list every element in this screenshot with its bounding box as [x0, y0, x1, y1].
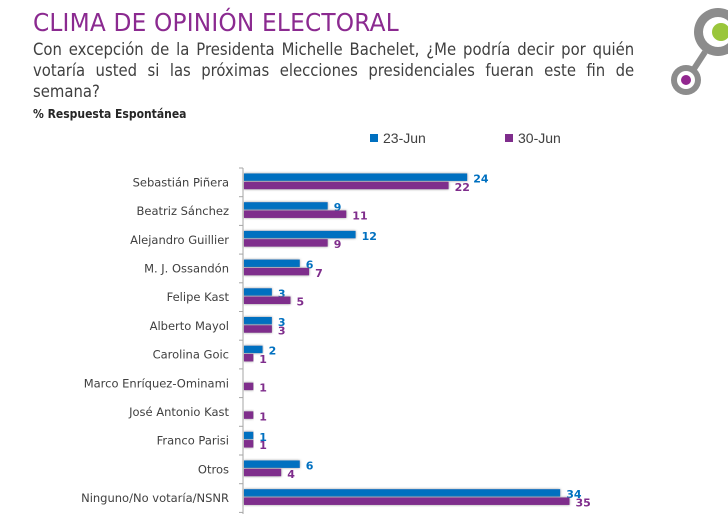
page-title: CLIMA DE OPINIÓN ELECTORAL: [33, 8, 399, 37]
data-label-30-jun: 1: [259, 353, 267, 366]
category-label: M. J. Ossandón: [144, 261, 229, 275]
bar-23-jun: [244, 316, 272, 325]
data-label-23-jun: 2: [269, 345, 277, 358]
category-label: Beatriz Sánchez: [137, 204, 230, 218]
bar-23-jun: [244, 202, 328, 210]
data-label-23-jun: 34: [566, 488, 582, 501]
data-label-23-jun: 6: [306, 259, 314, 272]
data-label-23-jun: 1: [259, 431, 267, 444]
category-label: Ninguno/No votaría/NSNR: [81, 491, 229, 505]
category-label: José Antonio Kast: [128, 405, 229, 419]
category-label: Felipe Kast: [167, 290, 230, 304]
chart-subtitle: % Respuesta Espontánea: [33, 107, 187, 121]
bar-23-jun: [244, 489, 561, 497]
data-label-23-jun: 24: [473, 172, 489, 185]
y-axis: [239, 167, 244, 514]
legend-swatch-30-jun: [505, 134, 513, 142]
data-label-23-jun: 9: [334, 201, 342, 214]
legend-item-30-jun: 30-Jun: [505, 130, 561, 146]
bar-30-jun: [244, 468, 282, 477]
data-label-30-jun: 4: [287, 468, 295, 481]
bar-23-jun: [244, 259, 300, 268]
bar-30-jun: [244, 296, 291, 305]
data-label-30-jun: 3: [278, 324, 286, 337]
category-label: Alberto Mayol: [150, 319, 229, 333]
bar-30-jun: [244, 353, 254, 362]
legend-label-30-jun: 30-Jun: [518, 130, 561, 146]
data-label-23-jun: 3: [278, 316, 286, 329]
legend-swatch-23-jun: [370, 134, 378, 142]
data-label-30-jun: 1: [259, 439, 267, 452]
survey-question: Con excepción de la Presidenta Michelle …: [33, 40, 635, 101]
category-label: Otros: [198, 462, 229, 476]
bar-23-jun: [244, 460, 300, 468]
bar-23-jun: [244, 431, 254, 440]
category-label: Alejandro Guillier: [130, 233, 229, 247]
data-label-23-jun: 6: [306, 459, 314, 472]
bar-30-jun: [244, 210, 347, 218]
category-labels: Sebastián Piñera Beatriz Sánchez Alejandro…: [81, 175, 229, 505]
bar-30-jun: [244, 325, 272, 333]
data-label-30-jun: 35: [576, 496, 591, 509]
category-label: Carolina Goic: [153, 348, 229, 362]
data-label-23-jun: 12: [362, 230, 377, 243]
legend-item-23-jun: 23-Jun: [370, 130, 426, 146]
data-label-30-jun: 11: [352, 209, 367, 222]
connected-circles-logo-icon: [671, 8, 728, 95]
category-label: Sebastián Piñera: [133, 175, 229, 189]
bar-30-jun: [244, 181, 449, 190]
bar-30-jun: [244, 239, 328, 247]
data-label-30-jun: 1: [259, 382, 267, 395]
bar-30-jun: [244, 267, 310, 276]
legend-label-23-jun: 23-Jun: [383, 130, 426, 146]
bar-30-jun: [244, 440, 254, 448]
bar-23-jun: [244, 230, 356, 239]
data-label-30-jun: 1: [259, 410, 267, 423]
bar-30-jun: [244, 497, 570, 505]
bar-30-jun: [244, 382, 254, 391]
bar-23-jun: [244, 345, 263, 354]
category-label: Marco Enríquez-Ominami: [84, 376, 229, 390]
data-label-23-jun: 3: [278, 287, 286, 300]
bar-23-jun: [244, 173, 468, 181]
bar-30-jun: [244, 411, 254, 419]
data-label-30-jun: 7: [315, 267, 323, 280]
category-label: Franco Parisi: [157, 434, 229, 448]
data-label-30-jun: 22: [455, 181, 470, 194]
bar-23-jun: [244, 288, 272, 296]
data-label-30-jun: 9: [334, 238, 342, 251]
data-label-30-jun: 5: [297, 296, 305, 309]
